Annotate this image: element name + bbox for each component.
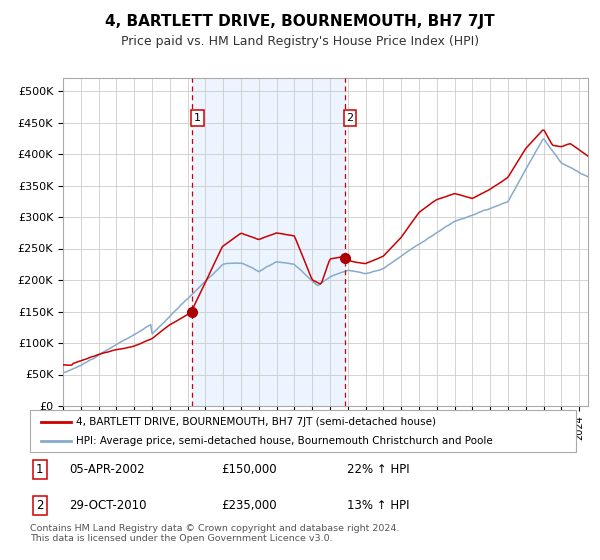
Text: 29-OCT-2010: 29-OCT-2010: [70, 499, 147, 512]
Text: 4, BARTLETT DRIVE, BOURNEMOUTH, BH7 7JT (semi-detached house): 4, BARTLETT DRIVE, BOURNEMOUTH, BH7 7JT …: [76, 417, 436, 427]
Text: 4, BARTLETT DRIVE, BOURNEMOUTH, BH7 7JT: 4, BARTLETT DRIVE, BOURNEMOUTH, BH7 7JT: [105, 14, 495, 29]
Text: £150,000: £150,000: [221, 463, 277, 476]
FancyBboxPatch shape: [30, 410, 576, 452]
Text: 2: 2: [347, 113, 353, 123]
Text: 1: 1: [194, 113, 201, 123]
Text: 2: 2: [36, 499, 44, 512]
Text: £235,000: £235,000: [221, 499, 277, 512]
Bar: [193, 78, 345, 406]
Text: 13% ↑ HPI: 13% ↑ HPI: [347, 499, 409, 512]
Text: Price paid vs. HM Land Registry's House Price Index (HPI): Price paid vs. HM Land Registry's House …: [121, 35, 479, 48]
Text: HPI: Average price, semi-detached house, Bournemouth Christchurch and Poole: HPI: Average price, semi-detached house,…: [76, 436, 493, 446]
Text: 05-APR-2002: 05-APR-2002: [70, 463, 145, 476]
Text: Contains HM Land Registry data © Crown copyright and database right 2024.
This d: Contains HM Land Registry data © Crown c…: [30, 524, 400, 543]
Text: 22% ↑ HPI: 22% ↑ HPI: [347, 463, 409, 476]
Text: 1: 1: [36, 463, 44, 476]
